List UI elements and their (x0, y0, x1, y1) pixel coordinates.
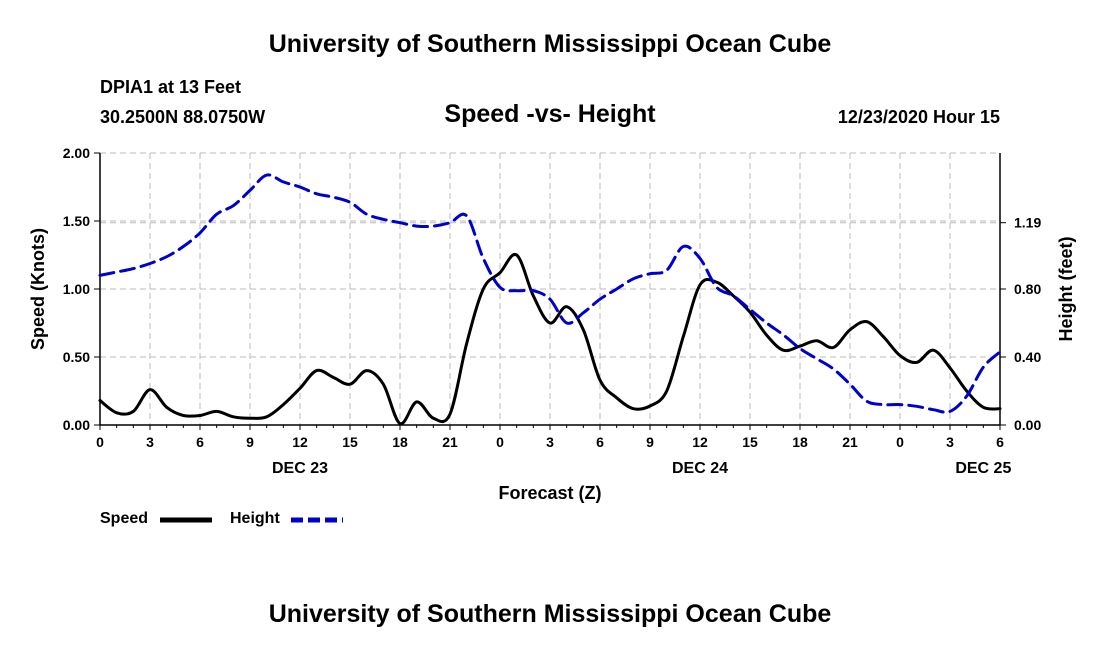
date-label: DEC 24 (672, 460, 728, 477)
datetime-label: 12/23/2020 Hour 15 (837, 107, 1000, 127)
series-line-height (98, 173, 1002, 414)
x-tick-label: 21 (442, 434, 458, 450)
x-tick-label: 3 (546, 434, 554, 450)
y2-tick-label: 0.40 (1014, 349, 1041, 365)
x-axis-title: Forecast (Z) (498, 483, 601, 503)
x-tick-label: 21 (842, 434, 858, 450)
date-label: DEC 23 (272, 460, 328, 477)
plot-title: Speed -vs- Height (444, 100, 656, 128)
x-tick-label: 9 (646, 434, 654, 450)
x-tick-label: 12 (692, 434, 708, 450)
x-tick-label: 3 (946, 434, 954, 450)
x-tick-label: 6 (196, 434, 204, 450)
y-tick-label: 2.00 (63, 145, 90, 161)
y-axis-title: Speed (Knots) (28, 228, 48, 350)
x-tick-label: 0 (96, 434, 104, 450)
x-tick-label: 6 (996, 434, 1004, 450)
legend-speed-label: Speed (100, 510, 149, 527)
y-tick-label: 1.00 (63, 281, 90, 297)
x-tick-label: 9 (246, 434, 254, 450)
y2-tick-label: 1.19 (1014, 215, 1041, 231)
legend-height-label: Height (230, 510, 280, 527)
x-tick-label: 6 (596, 434, 604, 450)
y2-tick-label: 0.80 (1014, 281, 1041, 297)
y2-tick-label: 0.00 (1014, 417, 1041, 433)
x-tick-label: 0 (896, 434, 904, 450)
y-tick-label: 0.50 (63, 349, 90, 365)
y-tick-label: 1.50 (63, 213, 90, 229)
x-tick-label: 0 (496, 434, 504, 450)
x-tick-label: 18 (792, 434, 808, 450)
date-label: DEC 25 (955, 460, 1011, 477)
page-title-bottom: University of Southern Mississippi Ocean… (268, 600, 832, 628)
station-label: DPIA1 at 13 Feet (100, 77, 242, 97)
page-title-top: University of Southern Mississippi Ocean… (268, 30, 832, 58)
x-tick-label: 18 (392, 434, 408, 450)
x-tick-label: 15 (342, 434, 358, 450)
series-line-speed (98, 252, 1002, 426)
x-tick-label: 15 (742, 434, 758, 450)
x-tick-label: 12 (292, 434, 308, 450)
x-tick-label: 3 (146, 434, 154, 450)
coordinates-label: 30.2500N 88.0750W (100, 107, 266, 127)
y2-axis-title: Height (feet) (1056, 237, 1076, 342)
y-tick-label: 0.00 (63, 417, 90, 433)
